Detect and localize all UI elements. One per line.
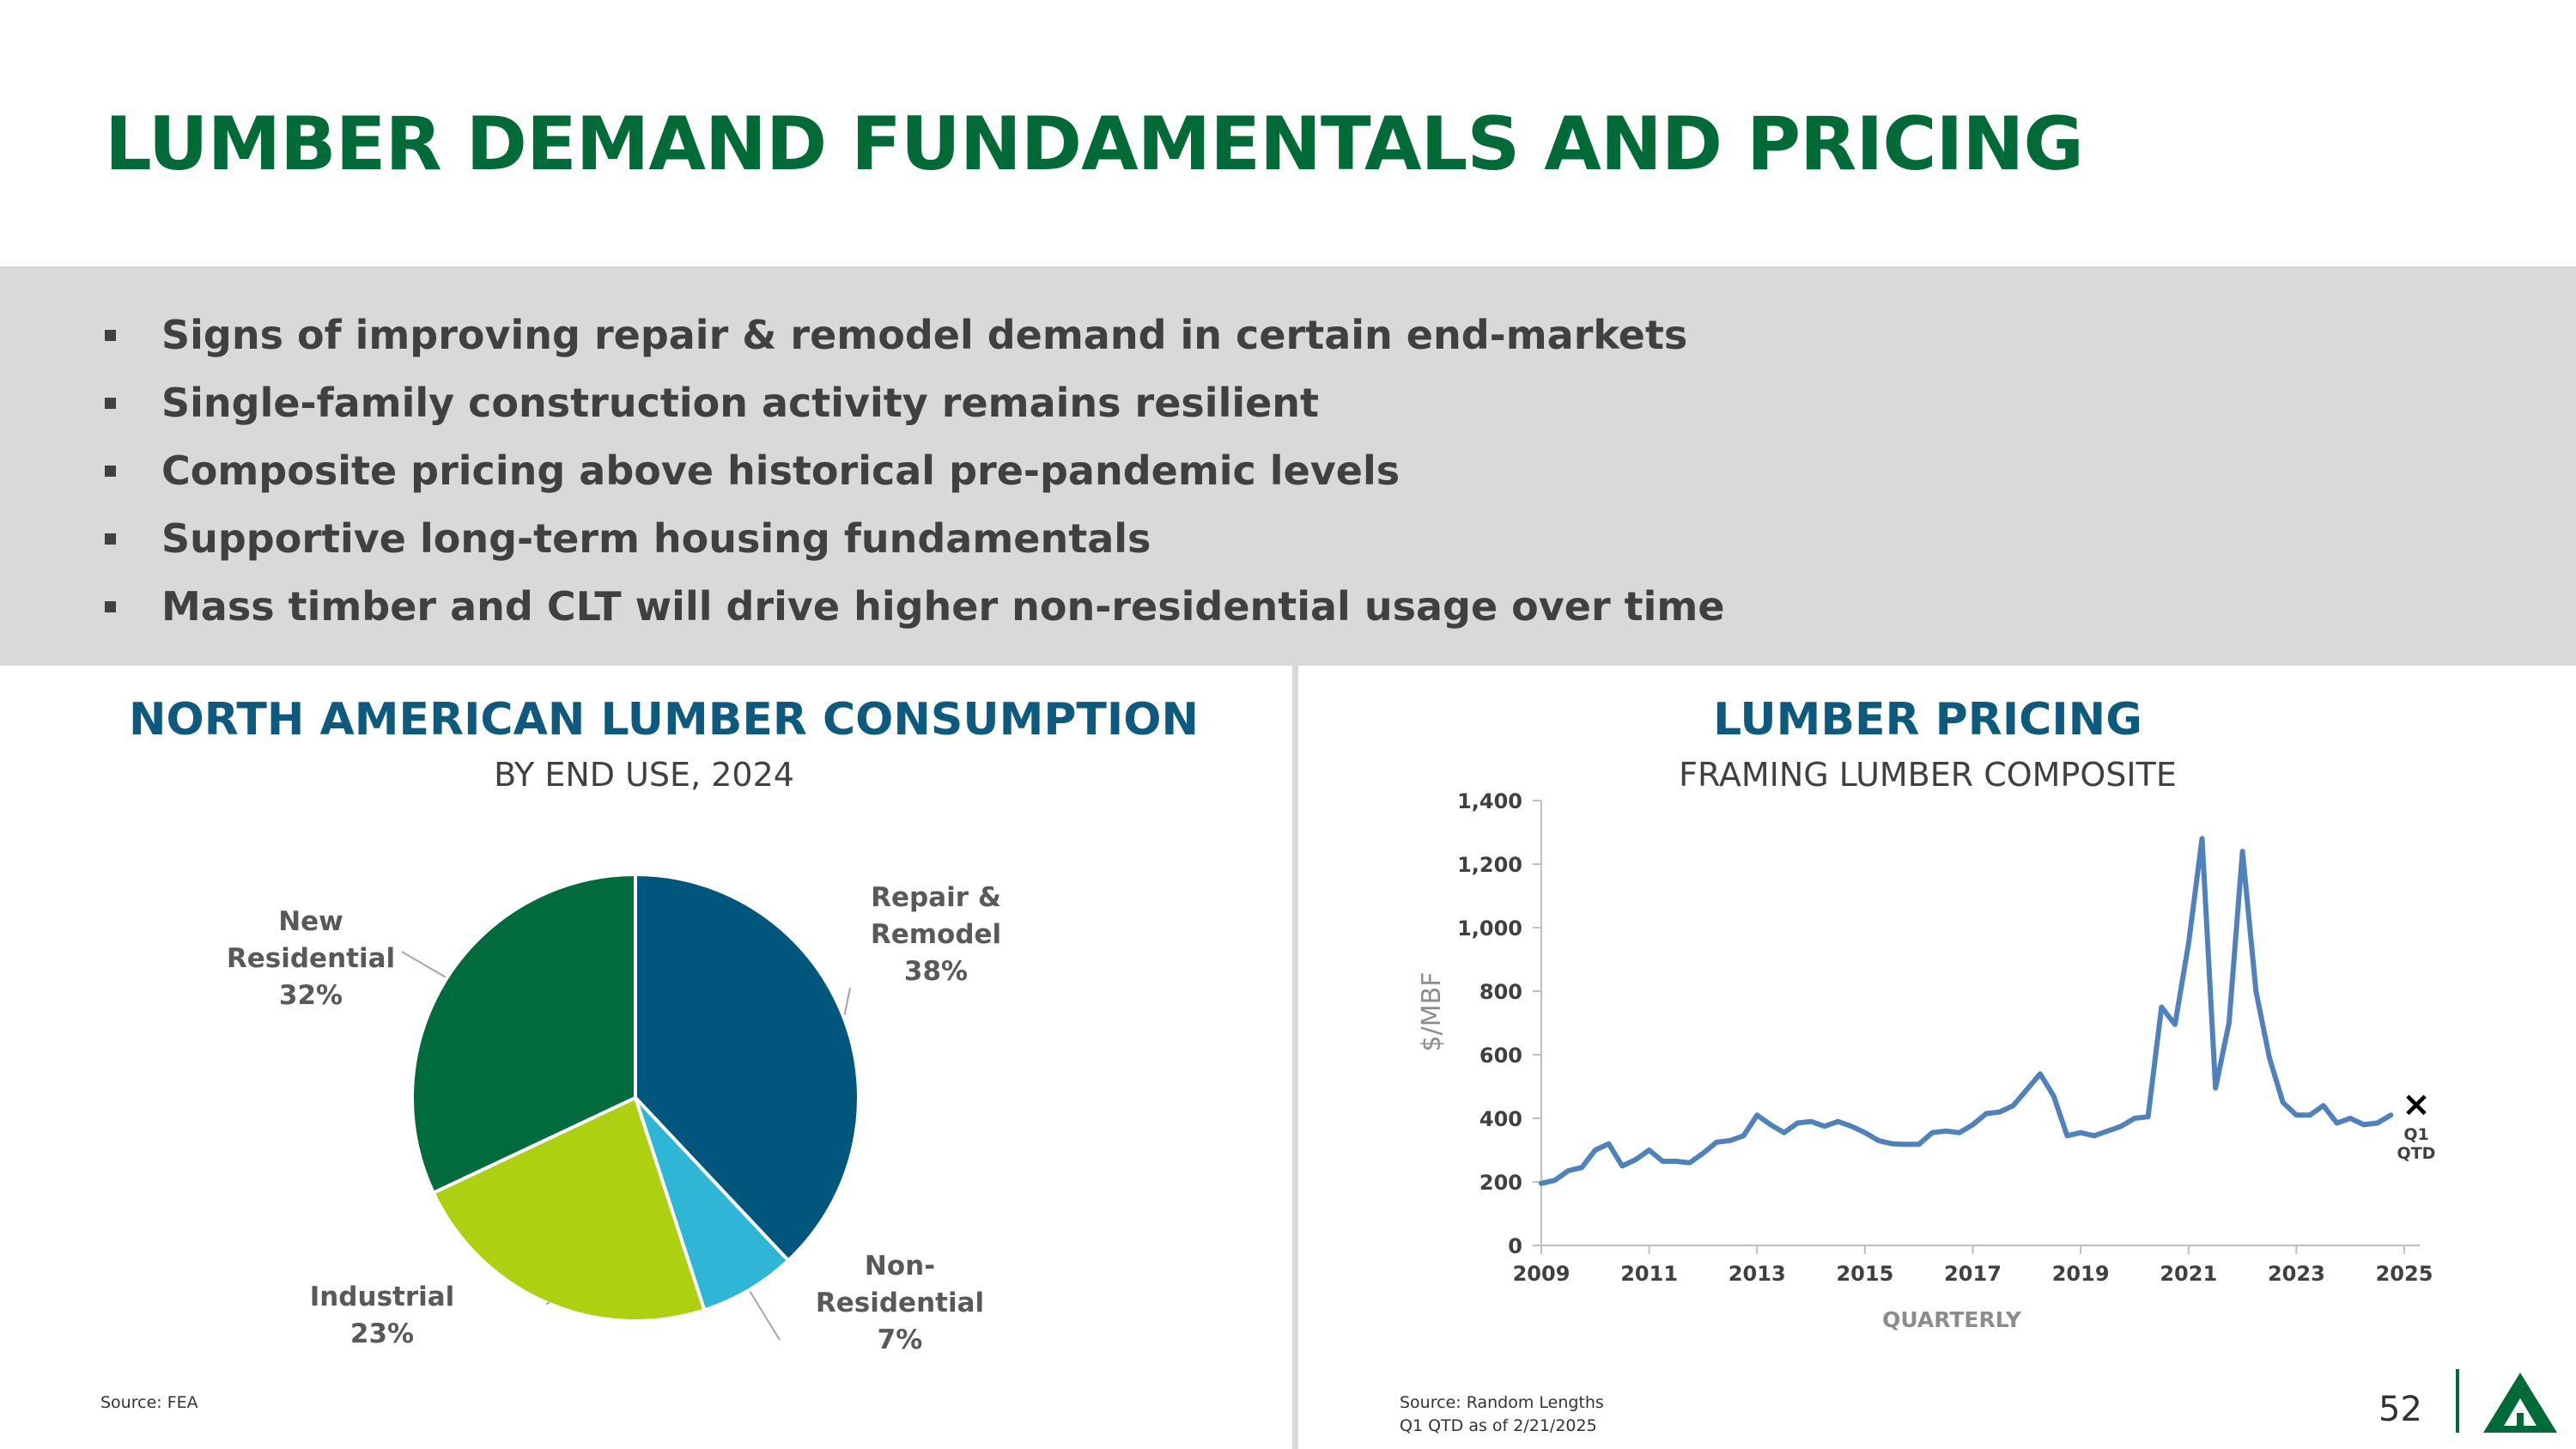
pie-slice-label: Residential — [816, 1288, 984, 1318]
slide-title: LUMBER DEMAND FUNDAMENTALS AND PRICING — [105, 101, 2084, 187]
pie-chart-title: NORTH AMERICAN LUMBER CONSUMPTION — [129, 694, 1199, 746]
pie-leader-line — [401, 951, 447, 978]
square-bullet-icon — [105, 601, 116, 612]
pie-slice-value: 7% — [878, 1324, 923, 1355]
x-tick-label: 2019 — [2052, 1262, 2110, 1286]
pie-chart: Repair & Remodel 38% Non- Residential 7% Indus… — [227, 872, 1001, 1355]
line-source-note: Source: Random Lengths Q1 QTD as of 2/21… — [1400, 1391, 1604, 1438]
x-axis-label: QUARTERLY — [1882, 1307, 2022, 1332]
square-bullet-icon — [105, 398, 116, 409]
pie-slice — [634, 872, 860, 1263]
pie-slice — [634, 1096, 791, 1312]
x-tick-label: 2013 — [1728, 1262, 1786, 1286]
bullet-text: Composite pricing above historical pre-p… — [161, 447, 1400, 494]
pie-slice-label: Residential — [227, 943, 395, 974]
y-tick-label: 1,000 — [1457, 916, 1522, 941]
bullet-text: Single-family construction activity rema… — [161, 380, 1320, 426]
summary-band — [0, 266, 2576, 666]
pie-slice-value: 32% — [279, 980, 343, 1011]
line-chart: 0 200 400 600 800 1,000 1,200 1,400 2009 2011 2013… — [1417, 789, 2435, 1332]
bullet-text: Signs of improving repair & remodel dema… — [161, 312, 1688, 358]
pie-chart-subtitle: BY END USE, 2024 — [494, 756, 794, 794]
marker-label: QTD — [2397, 1144, 2436, 1163]
pie-leader-line — [749, 1290, 781, 1341]
y-tick-label: 200 — [1479, 1171, 1522, 1195]
x-tick-label: 2021 — [2160, 1262, 2217, 1286]
pie-slice-label: New — [278, 906, 343, 937]
x-tick-label: 2017 — [1944, 1262, 2002, 1286]
line-chart-subtitle: FRAMING LUMBER COMPOSITE — [1679, 756, 2177, 794]
pie-slice-label: Non- — [865, 1251, 935, 1282]
line-source-line: Q1 QTD as of 2/21/2025 — [1400, 1416, 1597, 1435]
bullet-item: Signs of improving repair & remodel dema… — [101, 304, 1725, 372]
x-tick-label: 2015 — [1836, 1262, 1893, 1286]
x-tick-label: 2023 — [2268, 1262, 2325, 1286]
panel-divider — [1292, 666, 1298, 1449]
pie-slice-value: 23% — [350, 1318, 414, 1349]
bullet-item: Single-family construction activity rema… — [101, 372, 1725, 440]
bullet-text: Supportive long-term housing fundamental… — [161, 515, 1151, 562]
square-bullet-icon — [105, 330, 116, 341]
bullet-list: Signs of improving repair & remodel dema… — [101, 304, 1725, 643]
line-chart-title: LUMBER PRICING — [1713, 694, 2142, 746]
y-tick-label: 600 — [1479, 1044, 1522, 1068]
y-axis-label: $/MBF — [1417, 972, 1447, 1052]
pie-slice-label: Remodel — [871, 919, 1001, 950]
logo-divider — [2456, 1369, 2459, 1433]
bullet-text: Mass timber and CLT will drive higher no… — [161, 583, 1725, 630]
q1-qtd-marker: × — [2402, 1085, 2431, 1124]
bullet-item: Mass timber and CLT will drive higher no… — [101, 575, 1725, 643]
square-bullet-icon — [105, 533, 116, 545]
y-tick-label: 1,400 — [1457, 789, 1522, 813]
pie-slice — [410, 872, 637, 1196]
x-tick-label: 2025 — [2376, 1262, 2433, 1286]
square-bullet-icon — [105, 466, 116, 477]
page-number: 52 — [2379, 1390, 2422, 1429]
marker-label: Q1 — [2403, 1125, 2428, 1144]
pie-slice-label: Industrial — [310, 1282, 455, 1312]
x-tick-label: 2011 — [1620, 1262, 1678, 1286]
pie-slice-label: Repair & — [871, 882, 1001, 913]
y-tick-label: 1,200 — [1457, 853, 1522, 877]
pie-leader-line — [843, 987, 851, 1015]
bullet-item: Composite pricing above historical pre-p… — [101, 440, 1725, 508]
pie-slice-value: 38% — [904, 956, 968, 987]
pie-source-note: Source: FEA — [100, 1393, 198, 1412]
series-line — [1539, 836, 2394, 1186]
y-tick-label: 0 — [1508, 1234, 1522, 1258]
y-tick-label: 400 — [1479, 1107, 1522, 1131]
x-tick-label: 2009 — [1513, 1262, 1571, 1286]
pie-slice — [431, 1095, 707, 1323]
pie-leader-line — [545, 1301, 550, 1306]
bullet-item: Supportive long-term housing fundamental… — [101, 508, 1725, 575]
y-tick-label: 800 — [1479, 980, 1522, 1004]
line-source-line: Source: Random Lengths — [1400, 1393, 1604, 1412]
